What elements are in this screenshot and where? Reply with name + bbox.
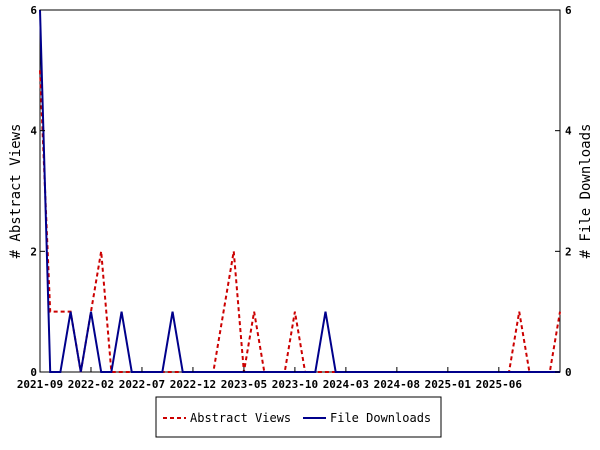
right-axis: 0 2 4 6 xyxy=(555,4,572,379)
legend-box xyxy=(155,396,442,438)
left-tick-label: 6 xyxy=(30,4,37,17)
x-tick-label: 2023-05 xyxy=(221,378,267,391)
left-tick-label: 2 xyxy=(30,245,37,258)
x-tick-label: 2024-03 xyxy=(323,378,369,391)
x-tick-label: 2025-06 xyxy=(476,378,523,391)
legend-label-file-downloads: File Downloads xyxy=(330,411,431,425)
series-line-abstract-views xyxy=(39,70,561,373)
right-tick-label: 6 xyxy=(565,4,572,17)
x-tick-label: 2022-07 xyxy=(119,378,165,391)
right-tick-label: 4 xyxy=(565,125,572,138)
right-axis-title: # File Downloads xyxy=(578,124,594,259)
series-line-file-downloads xyxy=(39,9,560,373)
x-tick-label: 2025-01 xyxy=(425,378,472,391)
left-tick-label: 4 xyxy=(30,125,37,138)
plot-frame xyxy=(39,9,561,373)
left-axis-title: # Abstract Views xyxy=(8,124,24,259)
series-group xyxy=(39,9,561,373)
x-tick-label: 2022-12 xyxy=(170,378,216,391)
plot-area xyxy=(39,9,561,373)
x-tick-label: 2023-10 xyxy=(272,378,318,391)
x-tick-label: 2022-02 xyxy=(68,378,114,391)
left-axis: 0 2 4 6 xyxy=(30,4,45,379)
x-tick-label: 2021-09 xyxy=(17,378,63,391)
legend-label-abstract-views: Abstract Views xyxy=(190,411,291,425)
right-tick-label: 0 xyxy=(565,366,572,379)
x-axis: 2021-09 2022-02 2022-07 2022-12 2023-05 2023-… xyxy=(17,367,523,391)
x-tick-label: 2024-08 xyxy=(374,378,420,391)
legend: Abstract Views File Downloads xyxy=(155,396,442,438)
right-tick-label: 2 xyxy=(565,245,572,258)
left-tick-label: 0 xyxy=(30,366,37,379)
